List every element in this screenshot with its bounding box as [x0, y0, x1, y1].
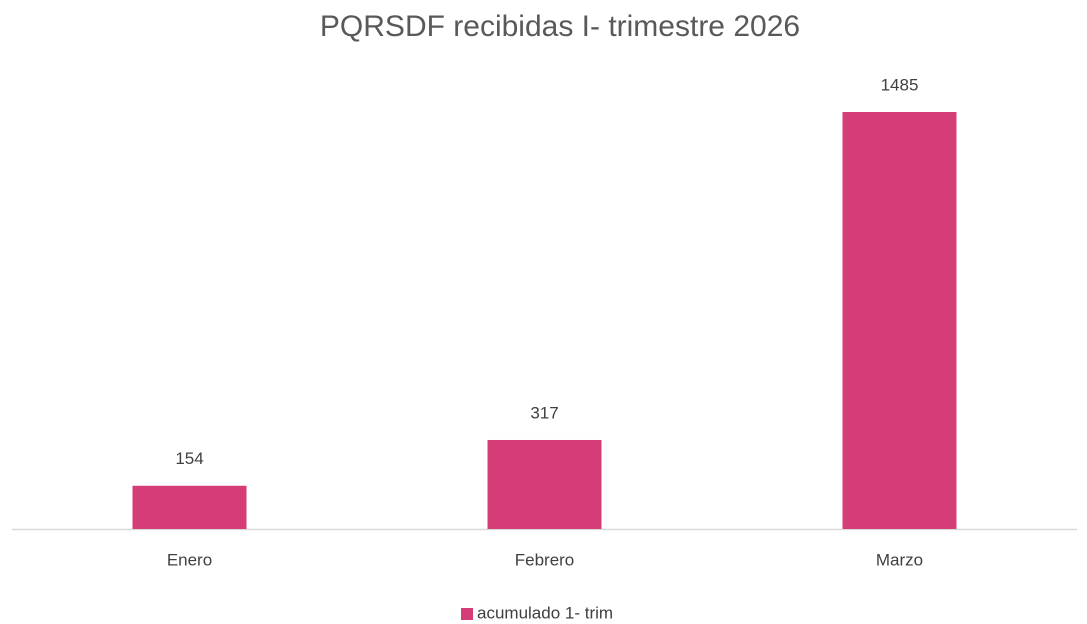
data-label: 317: [530, 403, 558, 422]
x-tick-label: Enero: [167, 550, 212, 569]
legend-swatch: [461, 608, 473, 620]
bar: [132, 485, 247, 529]
data-label: 154: [175, 449, 203, 468]
x-tick-label: Marzo: [876, 550, 923, 569]
data-label: 1485: [881, 75, 919, 94]
chart-title: PQRSDF recibidas I- trimestre 2026: [320, 10, 800, 43]
legend-label: acumulado 1- trim: [477, 603, 613, 622]
bar: [487, 439, 602, 529]
x-tick-label: Febrero: [515, 550, 575, 569]
bar: [842, 112, 957, 529]
